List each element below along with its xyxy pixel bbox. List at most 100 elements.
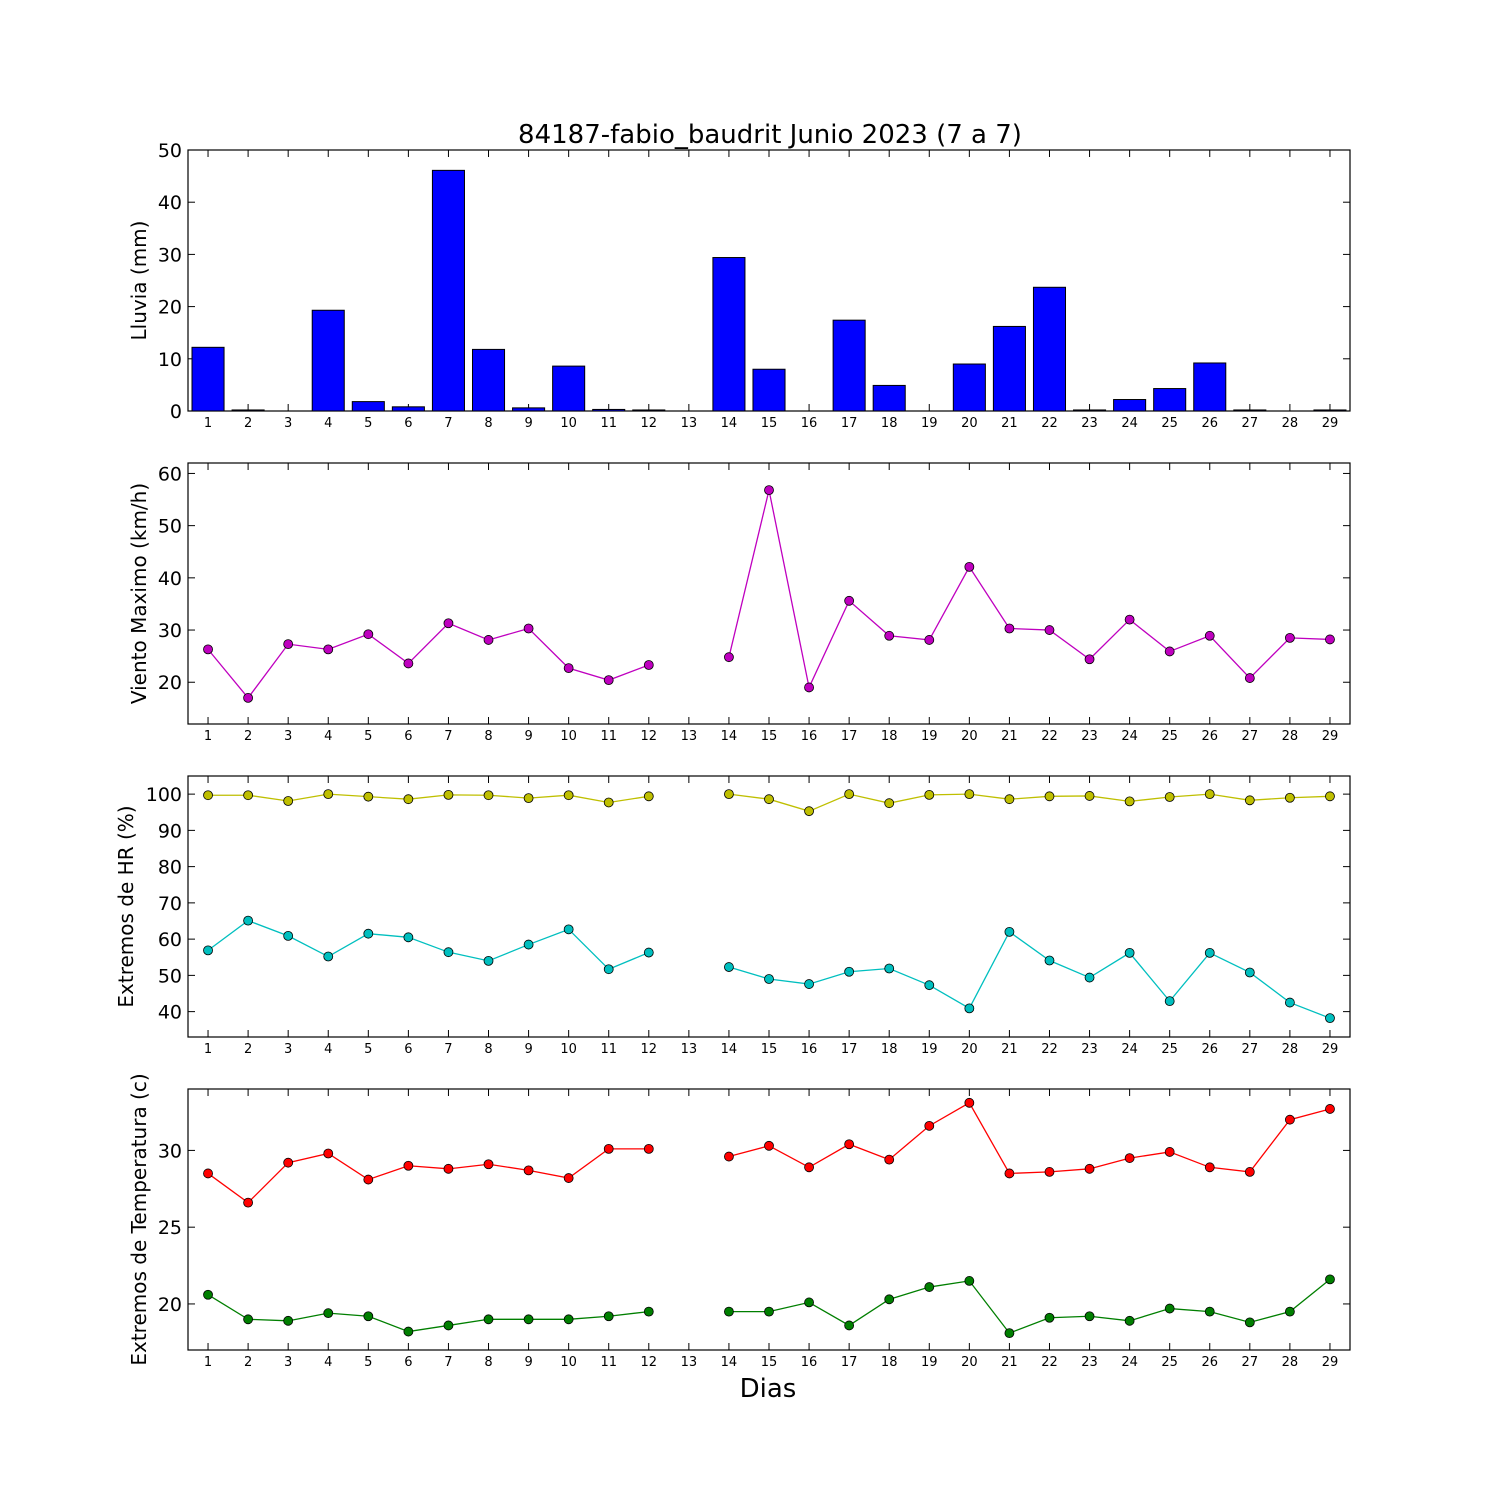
x-tick-label: 18 — [881, 1042, 898, 1057]
y-tick-label: 100 — [146, 784, 182, 806]
x-tick-label: 14 — [721, 1042, 738, 1057]
series-1-line — [728, 489, 1330, 690]
series-1-point-day-8 — [483, 1159, 494, 1170]
series-1-line — [208, 793, 649, 804]
series-1-point-day-20 — [964, 789, 975, 800]
x-tick-label: 4 — [324, 1355, 332, 1370]
series-1-point-day-1 — [203, 644, 213, 655]
x-tick-label: 22 — [1041, 729, 1058, 744]
bar-day-22 — [1032, 286, 1067, 412]
x-tick-label: 27 — [1242, 1042, 1259, 1057]
series-2-point-day-4 — [323, 1308, 334, 1319]
x-tick-label: 19 — [921, 1042, 938, 1057]
series-2-point-day-18 — [884, 1294, 895, 1305]
y-tick-label: 40 — [158, 1002, 182, 1024]
x-tick-label: 20 — [961, 416, 978, 431]
series-1-point-day-25 — [1164, 646, 1175, 657]
series-1-point-day-4 — [323, 1148, 334, 1159]
series-1-point-day-28 — [1284, 1114, 1295, 1125]
series-2-point-day-27 — [1244, 967, 1255, 978]
series-1-point-day-24 — [1124, 796, 1135, 807]
x-tick-label: 27 — [1242, 729, 1259, 744]
series-1-point-day-16 — [804, 806, 814, 817]
series-1-point-day-19 — [924, 1120, 935, 1131]
series-1-point-day-10 — [563, 790, 574, 801]
x-tick-label: 12 — [641, 416, 658, 431]
x-tick-label: 7 — [444, 1042, 452, 1057]
y-tick-label: 80 — [158, 857, 182, 879]
x-tick-label: 12 — [641, 1355, 658, 1370]
series-1-point-day-12 — [643, 660, 654, 670]
series-1-point-day-15 — [764, 1140, 774, 1151]
series-1-point-day-24 — [1124, 614, 1135, 625]
series-2-point-day-9 — [523, 939, 534, 950]
series-2-point-day-15 — [764, 974, 774, 984]
x-tick-label: 6 — [404, 416, 412, 431]
series-1-point-day-4 — [323, 789, 334, 800]
series-1-point-day-28 — [1284, 632, 1295, 643]
x-tick-label: 24 — [1121, 1042, 1138, 1057]
x-tick-label: 28 — [1282, 1355, 1299, 1370]
y-tick-label: 40 — [158, 192, 182, 214]
x-tick-label: 1 — [204, 729, 212, 744]
bar-day-14 — [712, 257, 746, 412]
x-tick-label: 18 — [881, 729, 898, 744]
series-1-point-day-27 — [1244, 673, 1255, 683]
x-tick-label: 11 — [600, 1042, 617, 1057]
x-tick-label: 8 — [484, 1042, 492, 1057]
series-2-point-day-28 — [1284, 1306, 1295, 1317]
series-2-point-day-26 — [1204, 1306, 1215, 1317]
x-tick-label: 9 — [524, 416, 532, 431]
x-tick-label: 21 — [1001, 416, 1018, 431]
x-axis-title: Dias — [740, 1374, 797, 1404]
series-2-point-day-20 — [964, 1276, 975, 1286]
series-1-point-day-22 — [1044, 625, 1055, 635]
series-1-point-day-7 — [443, 789, 454, 800]
bar-day-25 — [1153, 388, 1187, 412]
series-1-point-day-29 — [1325, 634, 1335, 645]
series-1-point-day-4 — [323, 644, 334, 655]
bar-day-9 — [512, 407, 546, 412]
x-tick-label: 11 — [600, 416, 617, 431]
x-tick-label: 4 — [324, 1042, 332, 1057]
series-2-point-day-7 — [443, 947, 454, 958]
y-axis-title: Lluvia (mm) — [127, 221, 151, 341]
series-2-point-day-14 — [724, 962, 734, 972]
series-2-point-day-27 — [1244, 1317, 1255, 1328]
x-tick-label: 19 — [921, 1355, 938, 1370]
y-tick-label: 25 — [158, 1217, 182, 1239]
series-1-point-day-8 — [483, 635, 494, 645]
series-1-point-day-11 — [603, 675, 614, 686]
x-tick-label: 13 — [681, 729, 698, 744]
bar-day-23 — [1073, 409, 1107, 412]
series-2-point-day-14 — [724, 1306, 734, 1317]
x-tick-label: 18 — [881, 416, 898, 431]
series-2-point-day-10 — [563, 1314, 574, 1325]
chart-title: 84187-fabio_baudrit Junio 2023 (7 a 7) — [518, 120, 1022, 150]
x-tick-label: 21 — [1001, 729, 1018, 744]
series-2-point-day-22 — [1044, 955, 1055, 966]
x-tick-label: 22 — [1041, 1042, 1058, 1057]
series-2-point-day-29 — [1325, 1013, 1335, 1024]
bar-day-1 — [191, 346, 225, 412]
x-tick-label: 27 — [1242, 1355, 1259, 1370]
series-2-point-day-20 — [964, 1003, 975, 1014]
series-2-point-day-3 — [283, 930, 294, 941]
x-tick-label: 8 — [484, 729, 492, 744]
y-tick-label: 0 — [170, 401, 182, 423]
series-1-point-day-15 — [764, 794, 774, 805]
x-tick-label: 17 — [841, 1355, 858, 1370]
x-tick-label: 5 — [364, 1355, 372, 1370]
series-1-point-day-5 — [363, 629, 374, 640]
y-tick-label: 60 — [158, 463, 182, 485]
series-1-point-day-10 — [563, 1173, 574, 1183]
x-tick-label: 5 — [364, 729, 372, 744]
series-2-point-day-28 — [1284, 997, 1295, 1008]
series-1-point-day-3 — [283, 639, 294, 650]
series-1-point-day-19 — [924, 789, 935, 800]
y-axis-title: Extremos de Temperatura (c) — [127, 1073, 151, 1365]
series-1-point-day-1 — [203, 790, 213, 801]
bar-day-2 — [231, 409, 265, 412]
